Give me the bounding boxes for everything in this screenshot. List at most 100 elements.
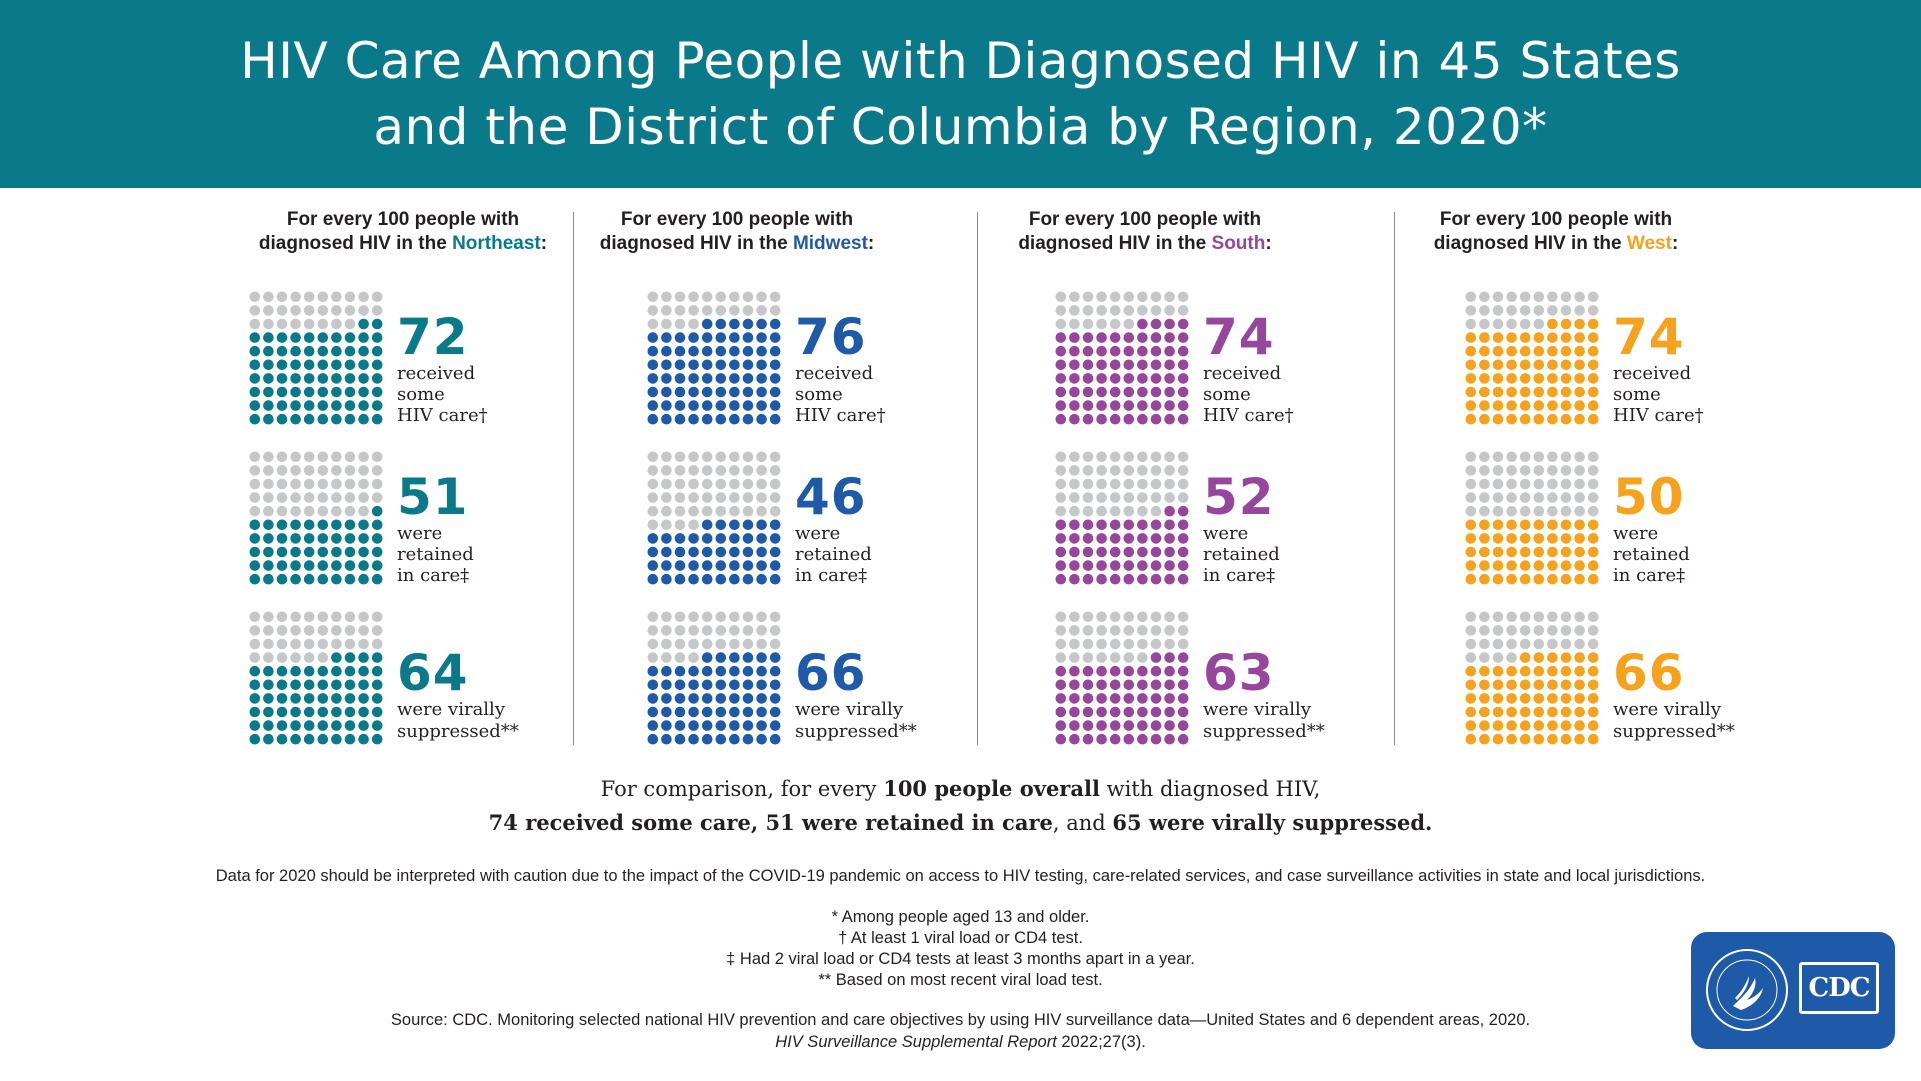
waffle-dot-empty bbox=[1055, 652, 1067, 663]
waffle-dot-filled bbox=[317, 413, 329, 425]
waffle-dot-empty bbox=[756, 492, 767, 503]
waffle-dot-filled bbox=[317, 345, 329, 357]
waffle-dot-empty bbox=[674, 451, 686, 463]
waffle-dot-empty bbox=[1082, 291, 1094, 303]
waffle-dot-filled bbox=[1109, 665, 1121, 677]
waffle-dot-empty bbox=[344, 492, 356, 503]
waffle-dot-filled bbox=[1519, 533, 1531, 544]
waffle-dot-empty bbox=[1164, 638, 1175, 650]
waffle-dot-empty bbox=[688, 611, 699, 623]
waffle-dot-filled bbox=[371, 720, 383, 731]
waffle-dot-empty bbox=[1109, 492, 1121, 503]
waffle-dot-filled bbox=[317, 533, 329, 544]
waffle-dot-filled bbox=[729, 665, 740, 677]
waffle-dot-filled bbox=[715, 359, 727, 371]
waffle-dot-empty bbox=[1560, 305, 1572, 316]
waffle-dot-empty bbox=[331, 611, 342, 623]
waffle-dot-empty bbox=[1465, 478, 1477, 490]
waffle-dot-empty bbox=[1479, 291, 1490, 303]
waffle-dot-filled bbox=[756, 318, 767, 330]
waffle-dot-empty bbox=[1479, 625, 1490, 636]
panel-divider bbox=[573, 212, 574, 745]
comparison-bold-overall: 100 people overall bbox=[883, 776, 1100, 801]
waffle-dot-filled bbox=[647, 733, 659, 745]
waffle-dot-filled bbox=[769, 560, 781, 571]
waffle-dot-empty bbox=[1123, 465, 1135, 476]
waffle-dot-filled bbox=[769, 519, 781, 531]
waffle-dot-empty bbox=[1069, 625, 1080, 636]
waffle-dot-filled bbox=[1560, 665, 1572, 677]
waffle-dot-empty bbox=[1465, 451, 1477, 463]
waffle-dot-filled bbox=[769, 533, 781, 544]
waffle-dot-empty bbox=[769, 465, 781, 476]
waffle-dot-filled bbox=[1465, 693, 1477, 704]
waffle-dot-filled bbox=[303, 386, 315, 398]
waffle-dot-empty bbox=[263, 451, 274, 463]
waffle-dot-empty bbox=[371, 492, 383, 503]
waffle-dot-filled bbox=[263, 359, 274, 371]
waffle-dot-filled bbox=[1123, 345, 1135, 357]
waffle-dot-empty bbox=[1164, 492, 1175, 503]
retained-number: 51 bbox=[397, 468, 469, 526]
waffle-dot-filled bbox=[1574, 373, 1585, 384]
waffle-dot-empty bbox=[1506, 451, 1517, 463]
waffle-dot-empty bbox=[290, 305, 301, 316]
waffle-dot-filled bbox=[1533, 665, 1545, 677]
waffle-dot-filled bbox=[1506, 679, 1517, 691]
waffle-dot-filled bbox=[729, 693, 740, 704]
waffle-dot-filled bbox=[1082, 733, 1094, 745]
waffle-dot-empty bbox=[276, 625, 288, 636]
comparison-text: For comparison, for every 100 people ove… bbox=[0, 772, 1921, 840]
waffle-dot-filled bbox=[1465, 733, 1477, 745]
waffle-dot-empty bbox=[647, 465, 659, 476]
waffle-dot-filled bbox=[371, 665, 383, 677]
waffle-dot-empty bbox=[303, 465, 315, 476]
waffle-dot-filled bbox=[769, 332, 781, 343]
waffle-dot-filled bbox=[1137, 519, 1148, 531]
waffle-dot-filled bbox=[661, 332, 672, 343]
waffle-dot-filled bbox=[1533, 359, 1545, 371]
waffle-dot-empty bbox=[674, 305, 686, 316]
waffle-dot-empty bbox=[1123, 625, 1135, 636]
waffle-dot-empty bbox=[344, 505, 356, 517]
waffle-dot-filled bbox=[1150, 573, 1162, 585]
waffle-dot-empty bbox=[276, 291, 288, 303]
waffle-dot-filled bbox=[674, 345, 686, 357]
waffle-dot-empty bbox=[1587, 625, 1599, 636]
waffle-dot-filled bbox=[1069, 400, 1080, 411]
waffle-dot-empty bbox=[276, 505, 288, 517]
waffle-dot-filled bbox=[1547, 665, 1558, 677]
waffle-dot-empty bbox=[1492, 478, 1504, 490]
waffle-dot-empty bbox=[1519, 638, 1531, 650]
waffle-dot-filled bbox=[1574, 706, 1585, 718]
waffle-dot-filled bbox=[1164, 706, 1175, 718]
waffle-dot-empty bbox=[647, 478, 659, 490]
waffle-dot-empty bbox=[701, 625, 713, 636]
waffle-dot-filled bbox=[1506, 359, 1517, 371]
waffle-dot-filled bbox=[1587, 533, 1599, 544]
waffle-dot-filled bbox=[358, 665, 369, 677]
waffle-dot-filled bbox=[1506, 400, 1517, 411]
waffle-dot-filled bbox=[358, 733, 369, 745]
waffle-dot-filled bbox=[331, 519, 342, 531]
waffle-dot-filled bbox=[290, 693, 301, 704]
waffle-dot-filled bbox=[290, 400, 301, 411]
waffle-dot-empty bbox=[1164, 465, 1175, 476]
waffle-dot-filled bbox=[1055, 546, 1067, 558]
waffle-dot-empty bbox=[358, 291, 369, 303]
waffle-dot-filled bbox=[715, 546, 727, 558]
waffle-dot-empty bbox=[1069, 652, 1080, 663]
waffle-dot-filled bbox=[1587, 693, 1599, 704]
waffle-dot-empty bbox=[358, 625, 369, 636]
waffle-dot-empty bbox=[1177, 451, 1189, 463]
waffle-dot-filled bbox=[1069, 345, 1080, 357]
waffle-dot-empty bbox=[1533, 451, 1545, 463]
waffle-dot-empty bbox=[1137, 652, 1148, 663]
waffle-dot-filled bbox=[1492, 332, 1504, 343]
waffle-dot-empty bbox=[1574, 611, 1585, 623]
waffle-dot-filled bbox=[263, 400, 274, 411]
care-number: 74 bbox=[1203, 308, 1275, 366]
waffle-dot-empty bbox=[769, 291, 781, 303]
waffle-dot-filled bbox=[331, 546, 342, 558]
waffle-dot-empty bbox=[317, 305, 329, 316]
